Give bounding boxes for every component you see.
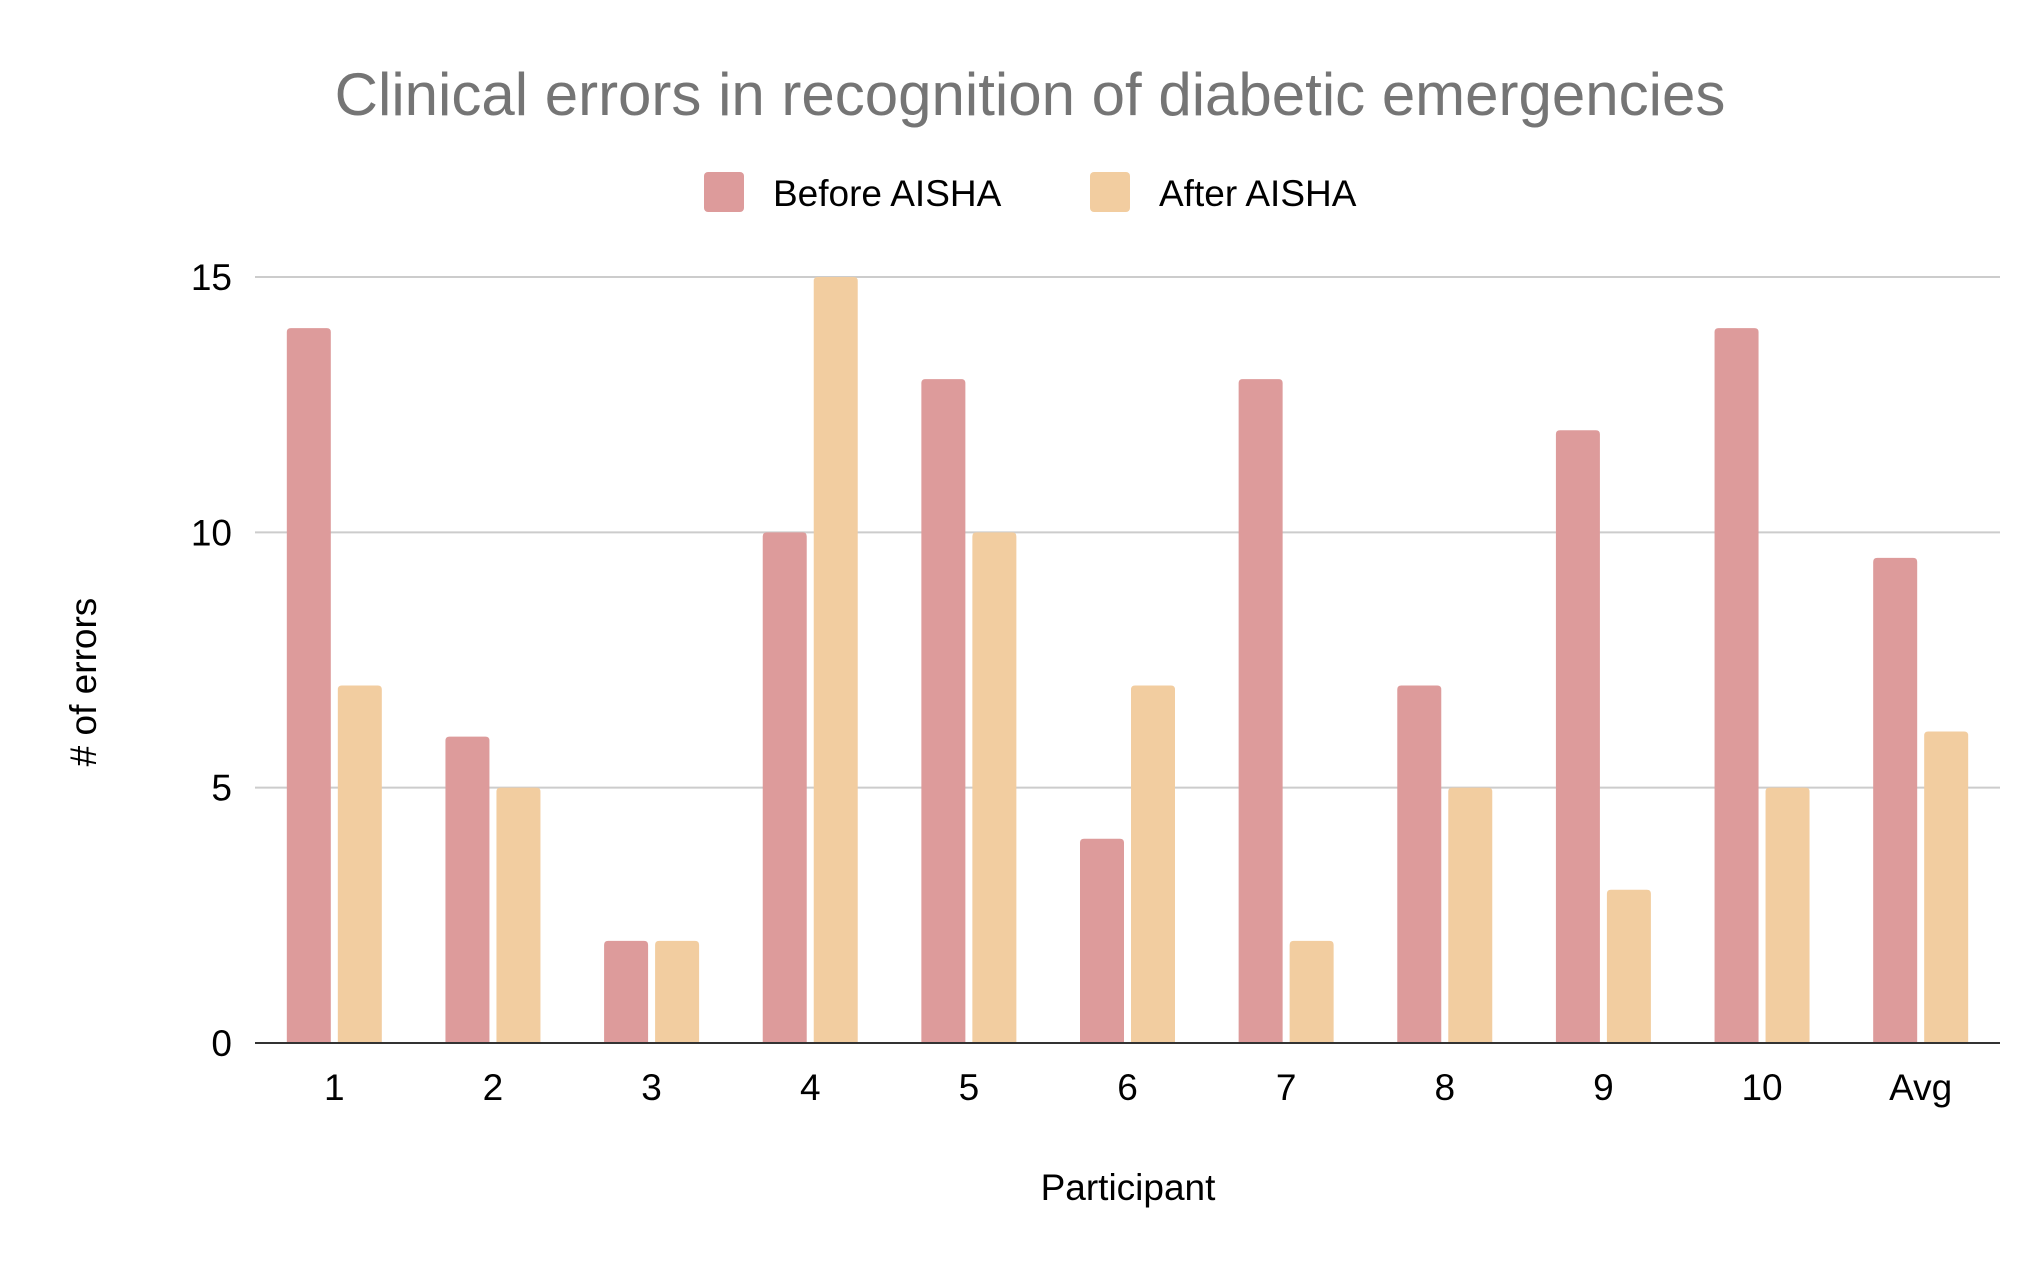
x-tick-label: 6: [1117, 1067, 1138, 1108]
bar-before-2: [445, 736, 490, 1043]
x-tick-label: 5: [959, 1067, 980, 1108]
legend: Before AISHA After AISHA: [704, 172, 1357, 214]
bar-after-8: [1448, 787, 1493, 1043]
y-tick-label: 10: [191, 512, 232, 553]
bar-before-8: [1397, 685, 1442, 1043]
legend-swatch-after: [1090, 172, 1130, 212]
bar-before-10: [1714, 328, 1759, 1044]
x-axis-ticks: 1 2 3 4 5 6 7 8 9 10 Avg: [324, 1067, 1952, 1108]
bars: [286, 277, 1969, 1044]
bar-before-6: [1080, 838, 1124, 1043]
x-tick-label: 7: [1276, 1067, 1297, 1108]
x-tick-label: 3: [641, 1067, 662, 1108]
bar-after-6: [1131, 685, 1175, 1043]
legend-label-before: Before AISHA: [773, 173, 1002, 214]
legend-label-after: After AISHA: [1159, 173, 1357, 214]
bar-after-2: [496, 787, 541, 1043]
bar-before-4: [762, 532, 807, 1043]
x-tick-label: 2: [483, 1067, 504, 1108]
x-tick-label: 1: [324, 1067, 345, 1108]
bar-before-7: [1238, 379, 1283, 1044]
bar-after-10: [1765, 787, 1810, 1043]
gridlines: [255, 276, 2000, 789]
chart-title: Clinical errors in recognition of diabet…: [335, 61, 1726, 128]
bar-after-Avg: [1924, 731, 1969, 1043]
bar-after-1: [337, 685, 382, 1043]
bar-before-3: [604, 940, 649, 1043]
y-axis-label: # of errors: [63, 598, 104, 767]
y-axis-ticks: 0 5 10 15: [191, 257, 232, 1064]
x-tick-label: 9: [1593, 1067, 1614, 1108]
x-axis-label: Participant: [1041, 1167, 1217, 1208]
bar-before-9: [1555, 430, 1600, 1043]
bar-after-9: [1606, 889, 1651, 1043]
x-tick-label: 4: [800, 1067, 821, 1108]
bar-after-7: [1289, 940, 1334, 1043]
bar-before-5: [921, 379, 966, 1044]
x-tick-label: 10: [1741, 1067, 1782, 1108]
x-tick-label: Avg: [1889, 1067, 1952, 1108]
bar-after-5: [972, 532, 1017, 1043]
x-tick-label: 8: [1434, 1067, 1455, 1108]
legend-swatch-before: [704, 172, 744, 212]
y-tick-label: 15: [191, 257, 232, 298]
bar-before-1: [286, 328, 331, 1044]
bar-after-3: [655, 940, 700, 1043]
y-tick-label: 0: [211, 1023, 232, 1064]
y-tick-label: 5: [211, 768, 232, 809]
bar-after-4: [813, 277, 858, 1043]
bar-before-Avg: [1873, 557, 1918, 1043]
